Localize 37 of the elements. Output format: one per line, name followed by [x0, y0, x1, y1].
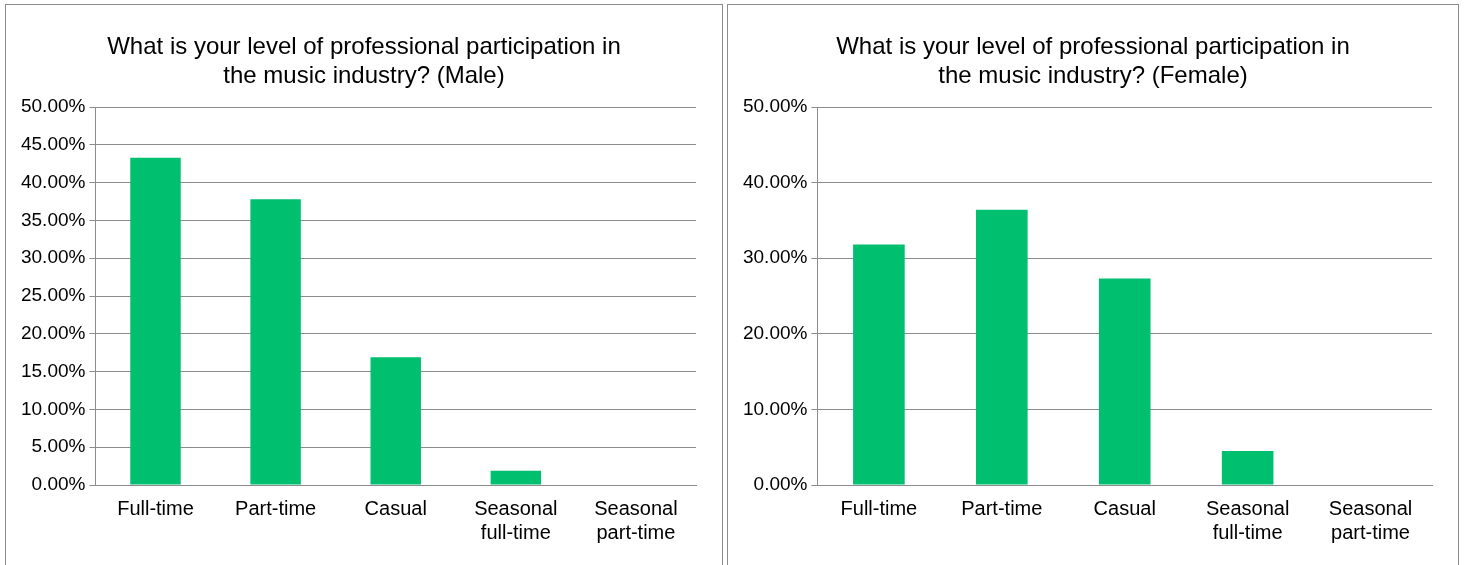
y-tick-label: 25.00%: [20, 284, 86, 306]
x-tick-label: Casual: [1093, 496, 1156, 519]
bar: [250, 199, 301, 485]
x-tick-label: Part-time: [961, 496, 1043, 519]
bar: [370, 357, 421, 485]
bar: [853, 244, 905, 485]
x-tick-label: Casual: [364, 496, 427, 519]
y-tick-label: 20.00%: [20, 322, 86, 344]
y-tick-label: 50.00%: [20, 95, 86, 117]
x-tick-label: Part-time: [235, 496, 317, 519]
x-tick-label: Seasonal full-time: [474, 496, 558, 543]
bar: [976, 209, 1028, 485]
x-tick-label: Seasonal part-time: [594, 496, 678, 543]
x-tick-label: Full-time: [117, 496, 194, 519]
x-tick-label: Full-time: [840, 496, 918, 519]
y-tick-label: 40.00%: [20, 170, 86, 192]
y-tick-label: 35.00%: [20, 208, 86, 230]
y-tick-label: 45.00%: [20, 133, 86, 155]
chart-title: What is your level of professional participation in the music industry? (Male): [106, 31, 622, 89]
bar: [1221, 450, 1274, 485]
chart-title: What is your level of professional participation in the music industry? (Female): [835, 31, 1351, 89]
y-tick-label: 15.00%: [20, 359, 86, 381]
y-tick-label: 40.00%: [742, 170, 808, 192]
y-tick-label: 30.00%: [742, 246, 808, 268]
x-tick-label: Seasonal full-time: [1205, 496, 1290, 543]
bar: [1098, 278, 1151, 485]
y-tick-label: 30.00%: [20, 246, 86, 268]
y-tick-label: 50.00%: [742, 95, 808, 117]
y-tick-label: 10.00%: [742, 397, 808, 419]
x-tick-label: Seasonal part-time: [1328, 496, 1413, 543]
y-tick-label: 20.00%: [742, 322, 808, 344]
y-tick-label: 5.00%: [31, 435, 86, 457]
y-tick-label: 0.00%: [753, 473, 808, 495]
y-tick-label: 10.00%: [20, 397, 86, 419]
bar: [490, 470, 542, 485]
bar: [130, 157, 181, 485]
y-tick-label: 0.00%: [31, 473, 86, 495]
